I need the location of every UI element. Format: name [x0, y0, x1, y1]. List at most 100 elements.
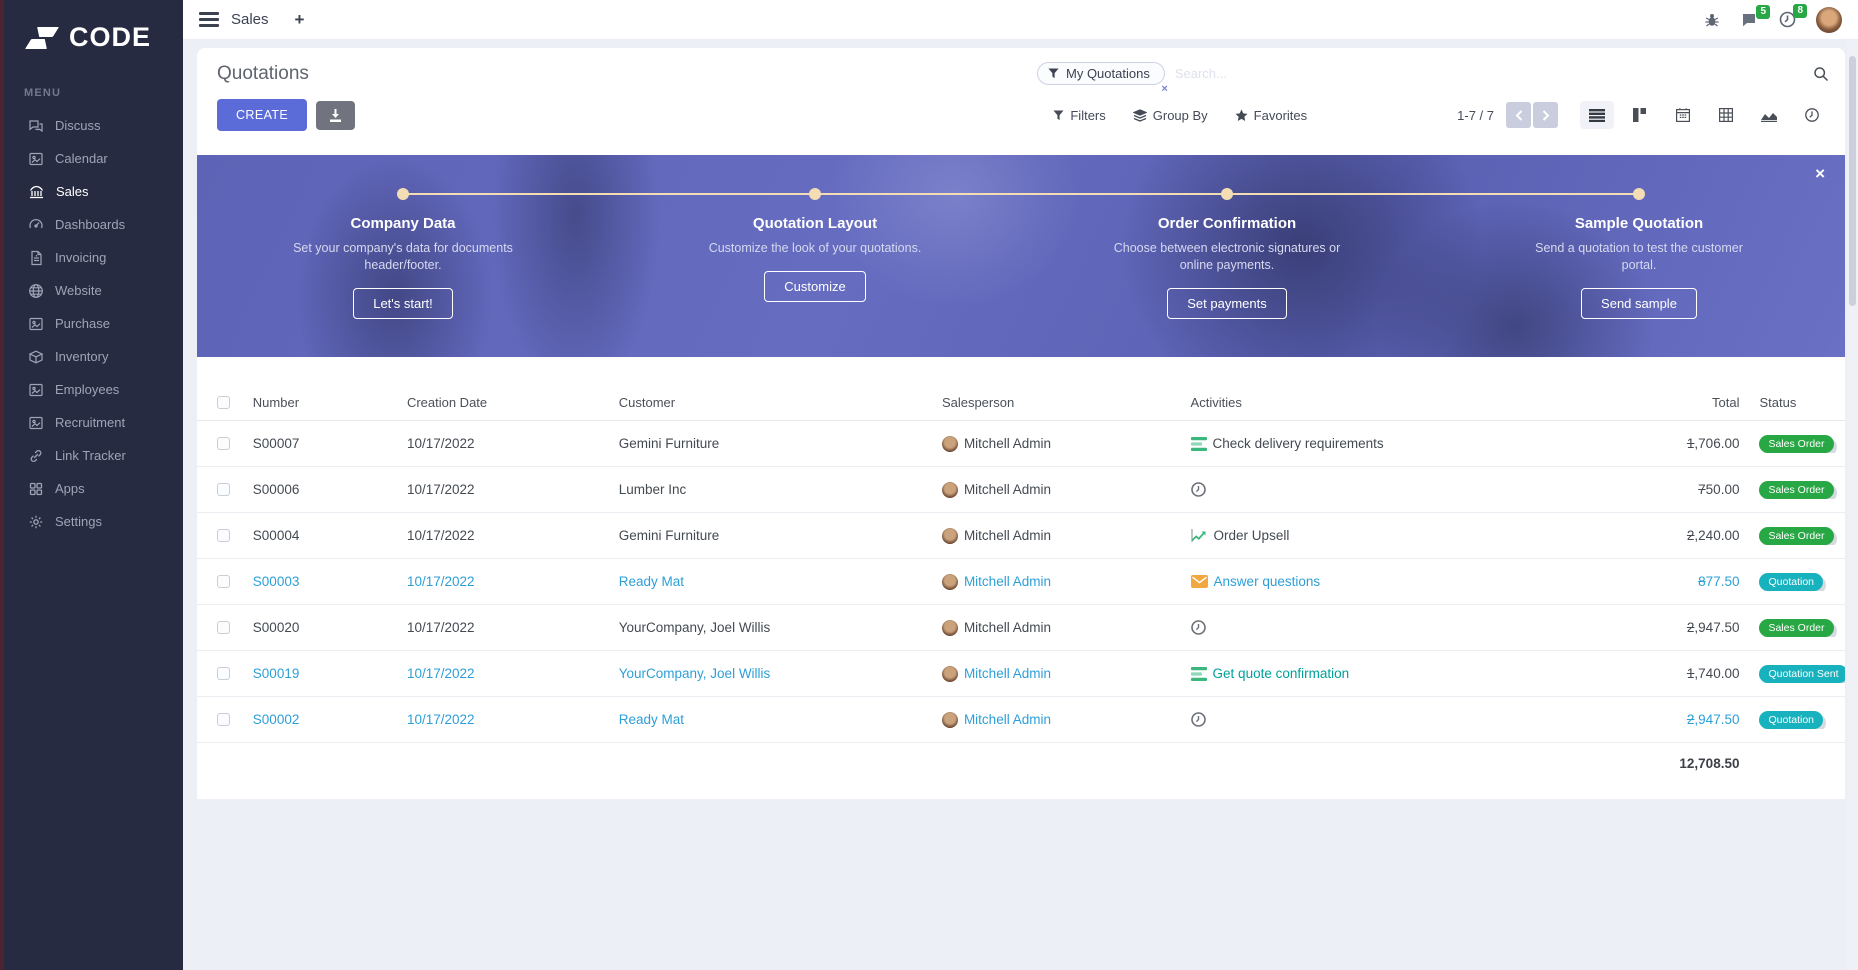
kanban-view-button[interactable]	[1623, 101, 1657, 129]
filters-button[interactable]: Filters	[1053, 108, 1106, 123]
header-number[interactable]: Number	[252, 395, 300, 410]
sidebar-item-sales[interactable]: Sales	[0, 175, 183, 208]
search-input[interactable]	[1164, 60, 1813, 87]
pivot-view-button[interactable]	[1709, 101, 1743, 129]
row-checkbox[interactable]	[217, 713, 230, 726]
cell-salesperson: Mitchell Admin	[963, 436, 1051, 451]
cell-customer: Lumber Inc	[618, 482, 687, 497]
facet-remove-button[interactable]: ×	[1161, 83, 1168, 95]
sidebar-item-link-tracker[interactable]: Link Tracker	[0, 439, 183, 472]
header-status[interactable]: Status	[1759, 395, 1797, 410]
activities-button[interactable]: 8	[1779, 4, 1807, 28]
clock-activity-icon	[1190, 620, 1206, 635]
chart-icon	[1190, 529, 1206, 542]
activity-view-button[interactable]	[1795, 101, 1829, 129]
step-title: Company Data	[350, 215, 456, 232]
menu-section-label: MENU	[24, 87, 62, 99]
header-activities[interactable]: Activities	[1190, 395, 1242, 410]
group-by-button[interactable]: Group By	[1132, 107, 1208, 123]
sidebar-item-recruitment[interactable]: Recruitment	[0, 406, 183, 439]
graph-view-button[interactable]	[1752, 101, 1786, 129]
row-checkbox[interactable]	[217, 529, 230, 542]
vertical-scrollbar[interactable]	[1847, 40, 1858, 970]
sidebar-item-invoicing[interactable]: Invoicing	[0, 241, 183, 274]
pager-next-button[interactable]	[1533, 102, 1558, 128]
activity-cell[interactable]: Answer questions	[1190, 574, 1509, 589]
onboarding-step-sample-quotation: Sample Quotation Send a quotation to tes…	[1433, 155, 1845, 357]
activity-cell[interactable]: Get quote confirmation	[1190, 666, 1509, 681]
close-icon[interactable]: ×	[1815, 164, 1825, 183]
list-view-button[interactable]	[1580, 101, 1614, 129]
pager-previous-button[interactable]	[1506, 102, 1531, 128]
scrollbar-thumb[interactable]	[1849, 56, 1856, 306]
activity-cell[interactable]: Check delivery requirements	[1190, 436, 1509, 451]
activity-cell[interactable]	[1190, 712, 1509, 727]
header-customer[interactable]: Customer	[618, 395, 676, 410]
row-checkbox[interactable]	[217, 621, 230, 634]
search-submit[interactable]	[1813, 66, 1829, 82]
sidebar-item-apps[interactable]: Apps	[0, 472, 183, 505]
cell-customer: Gemini Furniture	[618, 436, 720, 451]
sidebar-item-settings[interactable]: Settings	[0, 505, 183, 538]
user-avatar[interactable]	[1816, 6, 1842, 33]
table-row[interactable]: S00002 10/17/2022 Ready Mat Mitchell Adm…	[197, 697, 1845, 743]
sidebar-item-website[interactable]: Website	[0, 274, 183, 307]
status-badge: Sales Order	[1759, 526, 1834, 545]
step-dot	[397, 188, 409, 200]
table-row[interactable]: S00004 10/17/2022 Gemini Furniture Mitch…	[197, 513, 1845, 559]
cell-salesperson: Mitchell Admin	[963, 482, 1051, 497]
cell-number: S00006	[252, 482, 300, 497]
send-sample-button[interactable]: Send sample	[1581, 287, 1697, 319]
sidebar-item-dashboards[interactable]: Dashboards	[0, 208, 183, 241]
favorites-button[interactable]: Favorites	[1235, 108, 1307, 123]
debug-bug-button[interactable]	[1704, 12, 1720, 28]
hamburger-icon[interactable]	[199, 12, 219, 27]
table-row[interactable]: S00007 10/17/2022 Gemini Furniture Mitch…	[197, 421, 1845, 467]
table-row[interactable]: S00020 10/17/2022 YourCompany, Joel Will…	[197, 605, 1845, 651]
cell-number: S00003	[252, 574, 300, 589]
cell-number: S00004	[252, 528, 300, 543]
row-checkbox[interactable]	[217, 667, 230, 680]
group-by-label: Group By	[1152, 107, 1208, 123]
sidebar-item-inventory[interactable]: Inventory	[0, 340, 183, 373]
header-creation-date[interactable]: Creation Date	[406, 395, 488, 410]
cell-salesperson: Mitchell Admin	[963, 666, 1051, 681]
activity-cell[interactable]	[1190, 620, 1509, 635]
table-row[interactable]: S00006 10/17/2022 Lumber Inc Mitchell Ad…	[197, 467, 1845, 513]
set-payments-button[interactable]: Set payments	[1167, 287, 1287, 319]
topbar-app-name[interactable]: Sales	[231, 11, 269, 28]
row-checkbox[interactable]	[217, 437, 230, 450]
step-title: Sample Quotation	[1574, 215, 1704, 232]
activity-cell[interactable]	[1190, 482, 1509, 497]
new-tab-button[interactable]: +	[294, 9, 305, 29]
status-badge: Quotation Sent	[1759, 664, 1845, 683]
chevron-right-icon	[1542, 109, 1549, 121]
row-checkbox[interactable]	[217, 575, 230, 588]
sidebar-item-discuss[interactable]: Discuss	[0, 109, 183, 142]
activity-label: Check delivery requirements	[1212, 436, 1384, 451]
sidebar-item-purchase[interactable]: Purchase	[0, 307, 183, 340]
header-salesperson[interactable]: Salesperson	[941, 395, 1015, 410]
table-row[interactable]: S00019 10/17/2022 YourCompany, Joel Will…	[197, 651, 1845, 697]
lets-start-button[interactable]: Let's start!	[353, 287, 453, 319]
chevron-left-icon	[1515, 109, 1522, 121]
apps-grid-icon	[29, 482, 43, 495]
sidebar-item-calendar[interactable]: Calendar	[0, 142, 183, 175]
messages-button[interactable]: 5	[1740, 4, 1770, 28]
select-all-checkbox[interactable]	[217, 396, 230, 409]
calendar-view-button[interactable]	[1666, 101, 1700, 129]
status-badge: Sales Order	[1759, 434, 1834, 453]
header-total[interactable]: Total	[1712, 395, 1740, 410]
link-icon	[30, 449, 42, 462]
export-button[interactable]	[316, 100, 356, 130]
sidebar-item-employees[interactable]: Employees	[0, 373, 183, 406]
customize-button[interactable]: Customize	[764, 270, 866, 302]
table-row[interactable]: S00003 10/17/2022 Ready Mat Mitchell Adm…	[197, 559, 1845, 605]
app-logo[interactable]: CODE	[0, 0, 183, 53]
search-facet-my-quotations[interactable]: My Quotations ×	[1037, 62, 1168, 95]
create-button[interactable]: CREATE	[217, 99, 308, 131]
activity-label: Order Upsell	[1213, 528, 1290, 543]
activity-cell[interactable]: Order Upsell	[1190, 528, 1509, 543]
row-checkbox[interactable]	[217, 483, 230, 496]
tasks-icon	[1190, 436, 1207, 451]
